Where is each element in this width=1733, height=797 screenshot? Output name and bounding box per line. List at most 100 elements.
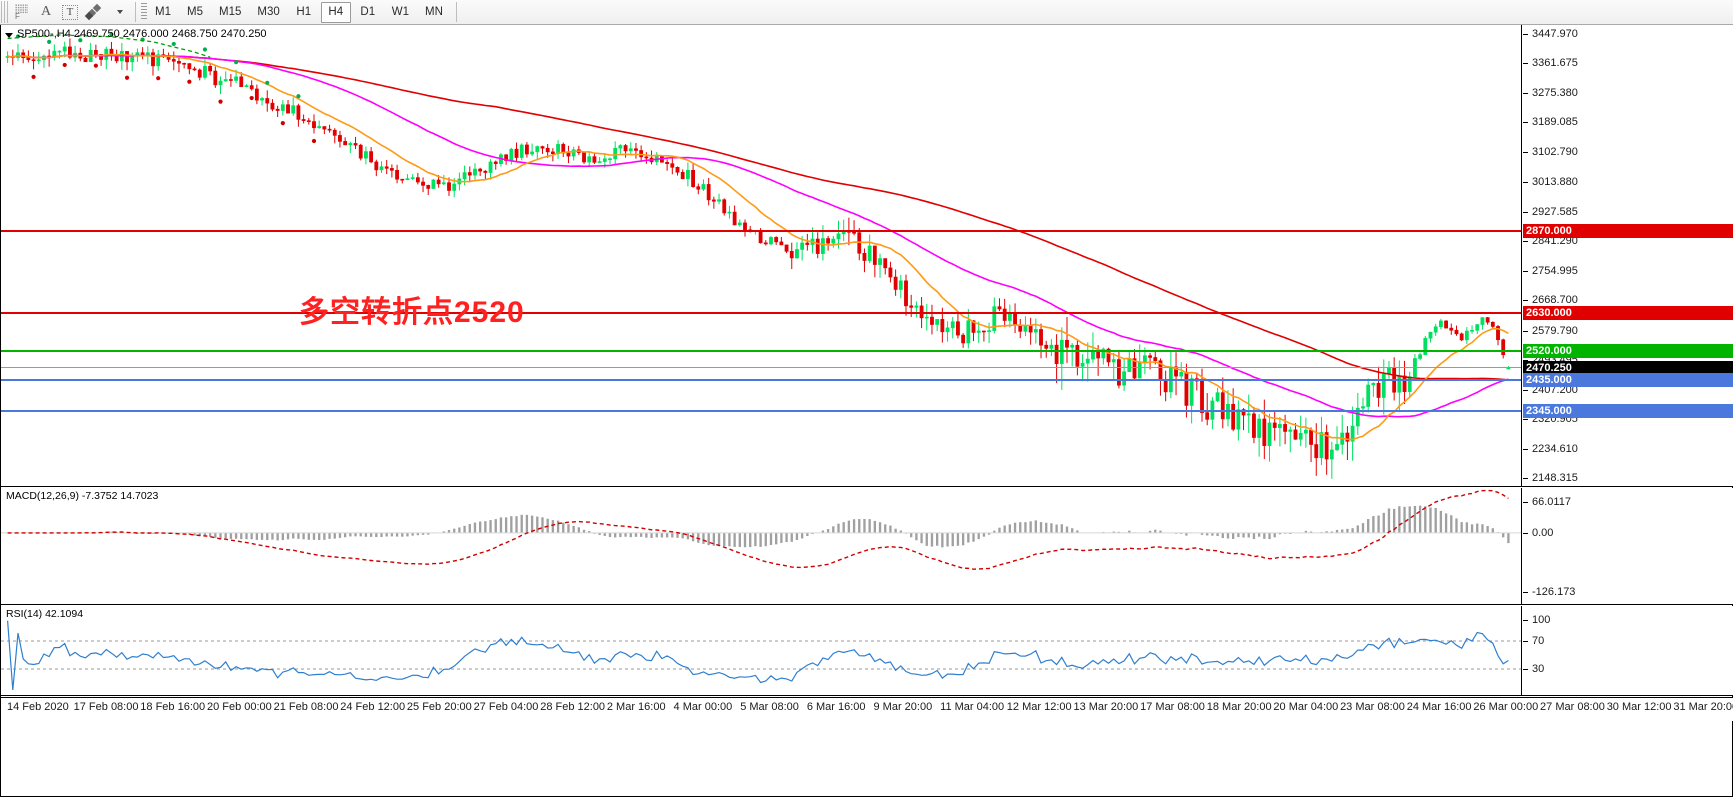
trend-dotted-line <box>7 34 211 58</box>
price-tick-mark <box>1523 419 1528 421</box>
price-plot-area[interactable]: 多空转折点2520 <box>1 25 1521 486</box>
ma-fast-line <box>7 53 1509 441</box>
chart-frame: SP500-,H4 2469.750 2476.000 2468.750 247… <box>0 25 1733 797</box>
candlestick-group <box>5 38 1511 479</box>
rsi-label: RSI(14) 42.1094 <box>6 608 84 620</box>
text-a-icon[interactable]: A <box>40 4 52 19</box>
price-level-tag-support[interactable]: 2435.000 <box>1523 373 1733 388</box>
macd-tick-mark <box>1523 532 1528 534</box>
price-tick-label: 3447.970 <box>1532 28 1578 40</box>
chart-collapse-arrow-icon[interactable] <box>5 33 13 38</box>
objects-dropdown-caret-icon[interactable] <box>106 1 130 23</box>
timeframe-grip-handle[interactable] <box>141 3 147 21</box>
timeframe-m30-button[interactable]: M30 <box>257 6 280 18</box>
time-axis-label: 20 Mar 04:00 <box>1273 701 1339 713</box>
macd-tick-label: 0.00 <box>1532 526 1554 539</box>
price-tick-label: 2579.790 <box>1532 324 1578 337</box>
timeframe-m5-button[interactable]: M5 <box>187 6 203 18</box>
time-axis[interactable]: 14 Feb 2020 17 Feb 08:00 18 Feb 16:00 20 Fe… <box>1 697 1733 721</box>
rsi-scale-axis: 100 70 30 <box>1521 606 1733 695</box>
time-axis-label: 27 Mar 08:00 <box>1540 701 1605 713</box>
price-tick-mark <box>1523 448 1528 450</box>
price-level-line-resistance[interactable] <box>1 230 1521 233</box>
timeframe-d1-button[interactable]: D1 <box>360 6 376 18</box>
chart-annotation-text: 多空转折点2520 <box>299 296 525 329</box>
rsi-tick-mark <box>1523 641 1528 642</box>
price-tick-label: 3361.675 <box>1532 57 1578 70</box>
rsi-tick-mark <box>1523 620 1528 621</box>
price-level-line-last-price[interactable] <box>1 367 1521 369</box>
rsi-tick-label: 100 <box>1532 614 1551 626</box>
price-chart-svg <box>5 32 1511 479</box>
time-axis-label: 13 Mar 20:00 <box>1073 701 1139 713</box>
crosshair-f-icon[interactable]: F <box>10 1 34 23</box>
price-tick-mark <box>1523 270 1528 272</box>
price-tick-mark <box>1523 360 1528 362</box>
price-level-line-resistance[interactable] <box>1 312 1521 315</box>
timeframe-h1-button[interactable]: H1 <box>296 6 312 18</box>
price-tick-label: 2927.585 <box>1532 205 1578 218</box>
timeframe-m1-button[interactable]: M1 <box>155 6 171 18</box>
main-toolbar: F A T M1 M5 M15 M30 H1 H4 D1 W1 MN <box>0 0 1733 25</box>
timeframe-m15-button[interactable]: M15 <box>219 6 242 18</box>
price-tick-mark <box>1523 241 1528 243</box>
price-level-tag-resistance[interactable]: 2870.000 <box>1523 224 1733 239</box>
price-tick-mark <box>1523 330 1528 332</box>
time-axis-label: 27 Feb 04:00 <box>473 701 539 713</box>
toolbar-grip-handle[interactable] <box>1 1 10 23</box>
rsi-panel[interactable]: RSI(14) 42.1094 100 70 30 <box>1 606 1733 696</box>
rsi-tick-label: 70 <box>1532 635 1545 647</box>
price-tick-mark <box>1523 122 1528 124</box>
macd-tick-label: 66.0117 <box>1532 496 1571 508</box>
macd-chart-svg <box>1 489 1521 570</box>
time-axis-label: 20 Feb 00:00 <box>206 701 272 713</box>
time-axis-label: 17 Mar 08:00 <box>1140 701 1205 713</box>
price-tick-mark <box>1523 478 1528 479</box>
symbol-ohlc-label: SP500-,H4 2469.750 2476.000 2468.750 247… <box>17 28 267 40</box>
ma-slow-line <box>7 54 1509 381</box>
rsi-tick-mark <box>1523 669 1528 670</box>
toolbar-separator-2 <box>455 2 457 22</box>
price-scale-axis[interactable]: 3447.970 3361.675 3275.380 3189.085 3102.790… <box>1521 25 1733 486</box>
time-axis-label: 23 Mar 08:00 <box>1340 701 1405 713</box>
macd-scale-axis: 66.0117 0.00 -126.173 <box>1521 488 1733 604</box>
toolbar-separator <box>135 2 136 22</box>
price-level-tag-pivot[interactable]: 2520.000 <box>1523 344 1733 359</box>
rsi-line <box>7 620 1509 691</box>
time-axis-label: 4 Mar 00:00 <box>673 701 733 713</box>
objects-icon[interactable] <box>82 1 106 23</box>
price-level-line-pivot[interactable] <box>1 350 1521 353</box>
text-label-icon[interactable]: T <box>58 1 82 23</box>
time-axis-label: 24 Mar 16:00 <box>1406 701 1472 713</box>
price-tick-label: 3013.880 <box>1532 176 1578 189</box>
macd-panel[interactable]: MACD(12,26,9) -7.3752 14.7023 66.0117 0.0… <box>1 488 1733 605</box>
price-level-line-support[interactable] <box>1 409 1521 412</box>
macd-plot-area[interactable] <box>1 488 1521 604</box>
price-panel[interactable]: SP500-,H4 2469.750 2476.000 2468.750 247… <box>1 25 1733 487</box>
time-axis-label: 26 Mar 00:00 <box>1473 701 1539 713</box>
timeframe-group: M1 M5 M15 M30 H1 H4 D1 W1 MN <box>147 1 451 23</box>
price-tick-label: 3189.085 <box>1532 116 1578 129</box>
time-axis-label: 5 Mar 08:00 <box>740 701 799 713</box>
price-tick-label: 3275.380 <box>1532 86 1578 99</box>
price-level-tag-last-price[interactable]: 2470.250 <box>1523 361 1733 376</box>
time-axis-label: 9 Mar 20:00 <box>873 701 933 713</box>
rsi-tick-label: 30 <box>1532 663 1545 675</box>
price-tick-mark <box>1523 34 1528 35</box>
rsi-plot-area[interactable] <box>1 606 1521 695</box>
price-tick-mark <box>1523 182 1528 184</box>
timeframe-w1-button[interactable]: W1 <box>391 6 409 18</box>
price-tick-mark <box>1523 63 1528 65</box>
timeframe-h4-button[interactable]: H4 <box>320 1 351 23</box>
price-tick-label: 2234.610 <box>1532 442 1578 455</box>
time-axis-label: 14 Feb 2020 <box>7 701 69 713</box>
price-tick-label: 2668.700 <box>1532 294 1578 307</box>
price-level-tag-resistance[interactable]: 2630.000 <box>1523 306 1733 321</box>
time-axis-label: 2 Mar 16:00 <box>606 701 666 713</box>
price-level-tag-support[interactable]: 2345.000 <box>1523 403 1733 418</box>
price-level-line-support[interactable] <box>1 379 1521 382</box>
time-axis-label: 21 Feb 08:00 <box>273 701 339 713</box>
time-axis-label: 25 Feb 20:00 <box>406 701 472 713</box>
time-axis-label: 24 Feb 12:00 <box>340 701 406 713</box>
timeframe-mn-button[interactable]: MN <box>425 6 443 18</box>
